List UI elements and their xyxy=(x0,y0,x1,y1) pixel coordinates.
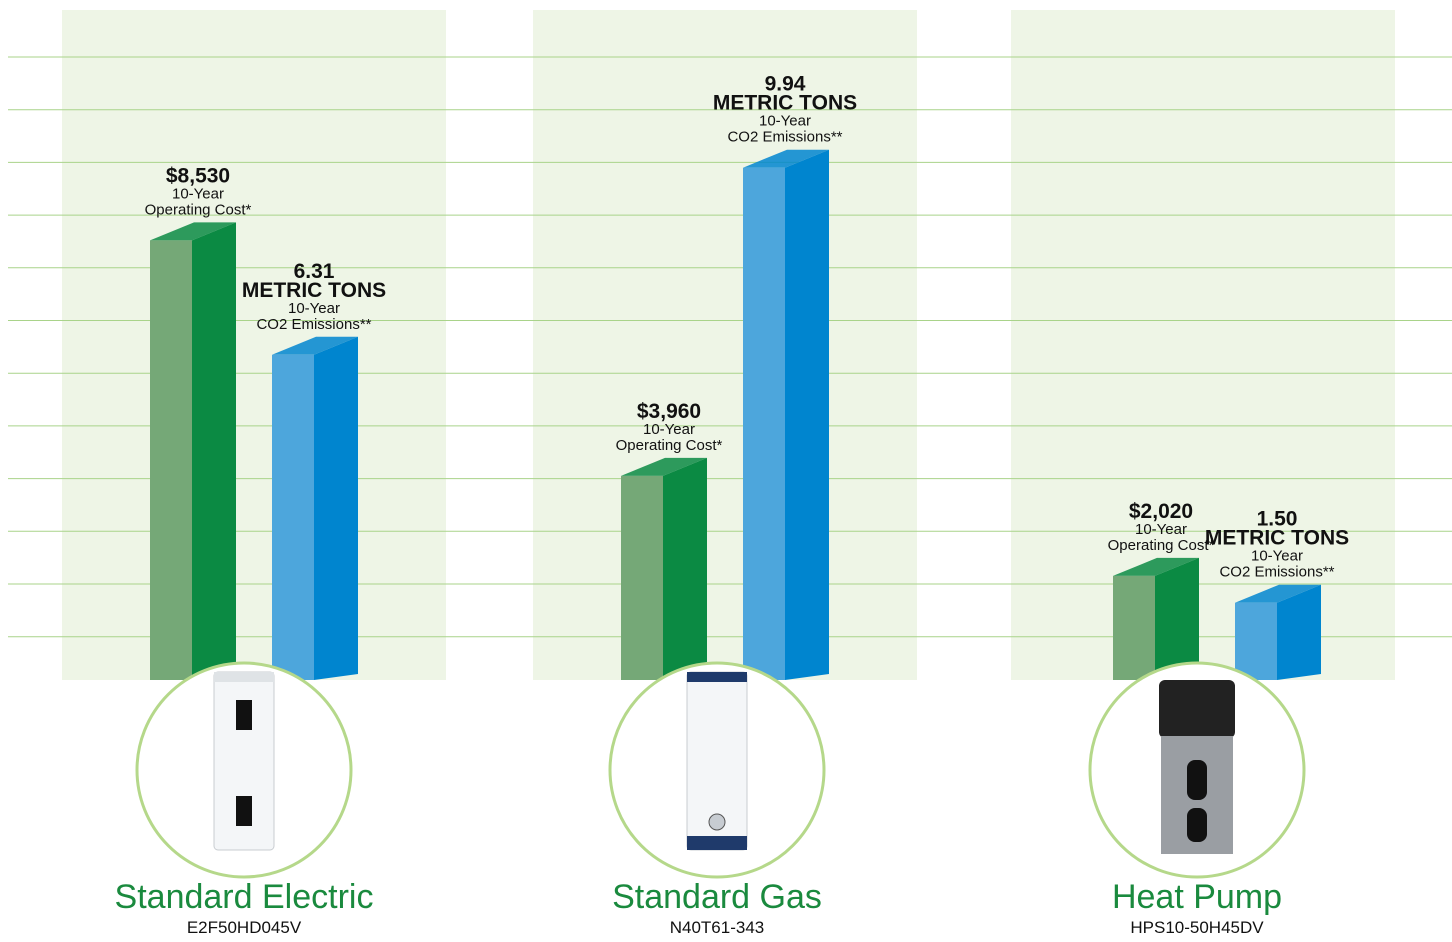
model-label: N40T61-343 xyxy=(670,918,765,937)
value-label: $2,020 xyxy=(1129,500,1193,523)
bar-side xyxy=(785,150,829,680)
value-caption: 10-Year xyxy=(172,185,224,202)
heater-panel xyxy=(1187,760,1207,800)
value-label: $3,960 xyxy=(637,400,701,423)
bar xyxy=(621,476,663,680)
product-image xyxy=(687,672,747,850)
product-image xyxy=(214,672,274,850)
model-label: E2F50HD045V xyxy=(187,918,302,937)
heater-cap xyxy=(687,672,747,682)
bar xyxy=(1235,603,1277,680)
value-caption: CO2 Emissions** xyxy=(256,316,371,333)
heater-panel xyxy=(1187,808,1207,842)
category-label: Heat Pump xyxy=(1112,878,1282,916)
category-label: Standard Gas xyxy=(612,878,822,916)
value-label: $8,530 xyxy=(166,164,230,187)
bar-side xyxy=(314,337,358,680)
heater-cap xyxy=(214,672,274,682)
bar-side xyxy=(192,222,236,680)
panel-background xyxy=(62,10,446,680)
heater-valve xyxy=(709,814,725,830)
value-caption: CO2 Emissions** xyxy=(727,129,842,146)
value-caption: 10-Year xyxy=(759,113,811,130)
heater-panel xyxy=(236,700,252,730)
bar xyxy=(150,240,192,680)
value-caption: 10-Year xyxy=(1251,548,1303,565)
bar xyxy=(1113,576,1155,680)
model-label: HPS10-50H45DV xyxy=(1130,918,1264,937)
value-caption: Operating Cost* xyxy=(616,437,723,454)
value-caption: CO2 Emissions** xyxy=(1219,564,1334,581)
heater-top xyxy=(1159,680,1235,738)
value-label: 6.31 xyxy=(294,260,335,283)
value-caption: 10-Year xyxy=(1135,521,1187,538)
bar xyxy=(272,355,314,680)
bar xyxy=(743,168,785,680)
page: {"chart_data": {"type": "bar", "categori… xyxy=(0,0,1452,937)
value-caption: Operating Cost* xyxy=(145,201,252,218)
heater-panel xyxy=(236,796,252,826)
chart: Operating Cost*10-Year$8,530CO2 Emission… xyxy=(0,0,1452,937)
value-caption: 10-Year xyxy=(643,421,695,438)
value-label: 9.94 xyxy=(765,73,806,96)
bar-side xyxy=(663,458,707,680)
panel-background xyxy=(1011,10,1395,680)
value-label: 1.50 xyxy=(1257,508,1298,531)
value-caption: Operating Cost* xyxy=(1108,537,1215,554)
category-label: Standard Electric xyxy=(115,878,374,916)
product-image xyxy=(1159,680,1235,854)
heater-base xyxy=(687,836,747,850)
value-caption: 10-Year xyxy=(288,300,340,317)
